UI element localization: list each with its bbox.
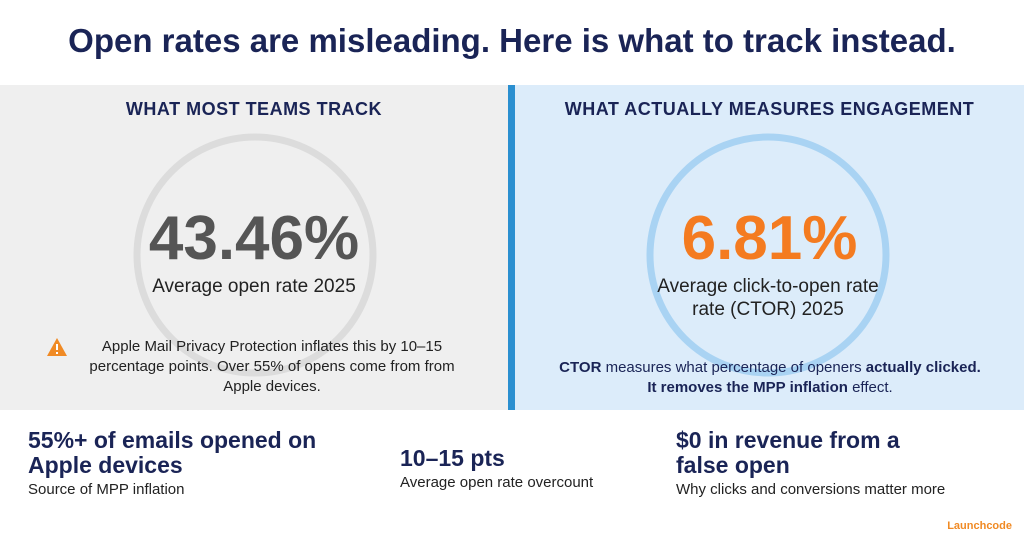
stat-value: 55%+ of emails opened on Apple devices — [28, 427, 317, 478]
note-segment: actually clicked. It removes the MPP inf… — [647, 359, 981, 396]
stat-caption: Source of MPP inflation — [28, 481, 185, 498]
caption: Average open rate 2025 — [152, 276, 356, 297]
note-segment: measures what percentage of openers — [601, 359, 866, 376]
note: CTOR measures what percentage of openers… — [555, 358, 985, 398]
note-segment: CTOR — [559, 359, 602, 376]
stat-value: $0 in revenue from a false open — [676, 427, 900, 478]
right-panel: WHAT ACTUALLY MEASURES ENGAGEMENT 6.81% … — [515, 85, 1024, 410]
caption: Average click-to-open rate rate (CTOR) 2… — [657, 276, 879, 320]
divider — [508, 85, 515, 410]
left-panel: WHAT MOST TEAMS TRACK 43.46% Average ope… — [0, 85, 508, 410]
panel-heading: WHAT MOST TEAMS TRACK — [125, 99, 383, 119]
note-segment: effect. — [847, 379, 893, 396]
ring — [133, 133, 377, 377]
warning-text: Apple Mail Privacy Protection inflates t… — [89, 338, 455, 395]
ring — [646, 133, 890, 377]
stat: 55%+ of emails opened on Apple devices S… — [28, 427, 368, 499]
stat-value: 10–15 pts — [400, 445, 505, 471]
stat: 10–15 pts Average open rate overcount — [400, 445, 660, 492]
stat-caption: Average open rate overcount — [400, 474, 594, 491]
big-value: 6.81% — [681, 204, 858, 273]
logo: Launchcode — [947, 520, 1012, 532]
stat-caption: Why clicks and conversions matter more — [676, 481, 946, 498]
title: Open rates are misleading. Here is what … — [68, 22, 956, 59]
stat: $0 in revenue from a false open Why clic… — [676, 427, 1006, 499]
warning-icon — [47, 338, 67, 356]
panel-heading: WHAT ACTUALLY MEASURES ENGAGEMENT — [564, 99, 975, 119]
big-value: 43.46% — [148, 204, 360, 273]
